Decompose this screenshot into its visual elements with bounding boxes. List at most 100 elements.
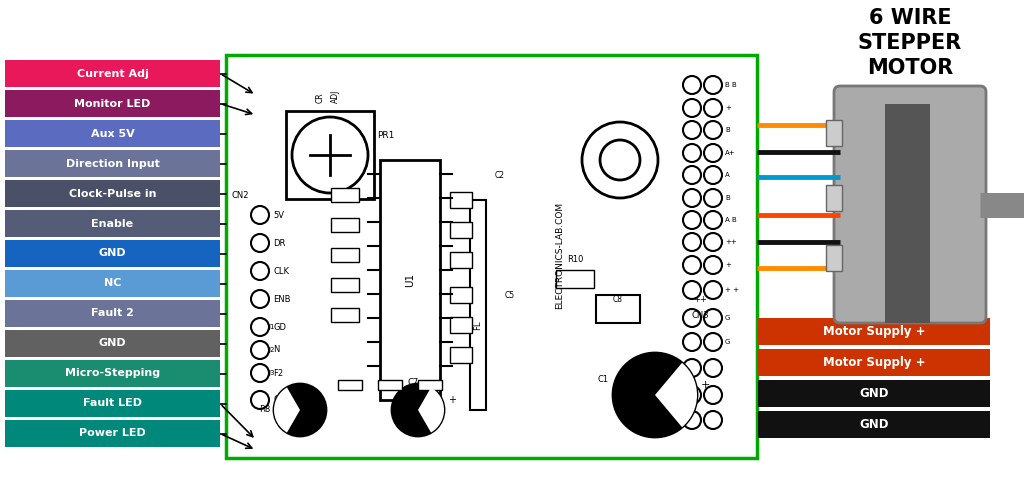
Text: GND: GND <box>859 387 889 400</box>
Text: U1: U1 <box>406 273 415 287</box>
Text: Monitor LED: Monitor LED <box>75 98 151 109</box>
Circle shape <box>705 309 722 327</box>
Text: ELECTRONICS-LAB.COM: ELECTRONICS-LAB.COM <box>555 201 564 309</box>
Circle shape <box>683 76 701 94</box>
Circle shape <box>683 166 701 184</box>
Text: B: B <box>725 195 730 201</box>
Wedge shape <box>274 388 300 433</box>
Text: R10: R10 <box>567 256 584 264</box>
Text: F2: F2 <box>273 369 283 378</box>
Text: Motor Supply +: Motor Supply + <box>822 325 926 338</box>
FancyBboxPatch shape <box>834 86 986 323</box>
Circle shape <box>683 309 701 327</box>
Text: J3: J3 <box>268 370 274 376</box>
Polygon shape <box>758 411 990 438</box>
Wedge shape <box>655 363 697 427</box>
Circle shape <box>274 384 326 436</box>
Bar <box>450 317 472 333</box>
Bar <box>418 380 442 390</box>
Circle shape <box>683 333 701 351</box>
Polygon shape <box>5 300 220 327</box>
Text: B: B <box>725 127 730 133</box>
Bar <box>331 248 359 262</box>
Circle shape <box>683 359 701 377</box>
Text: +: + <box>449 395 456 405</box>
Text: ENB: ENB <box>273 294 291 304</box>
Bar <box>338 380 362 390</box>
Text: ADJ: ADJ <box>331 90 340 103</box>
Circle shape <box>582 122 658 198</box>
Circle shape <box>251 290 269 308</box>
Text: N: N <box>273 346 280 355</box>
Text: R8: R8 <box>259 405 270 414</box>
Polygon shape <box>5 60 220 87</box>
Text: Micro-Stepping: Micro-Stepping <box>65 369 160 379</box>
Circle shape <box>251 341 269 359</box>
Circle shape <box>705 76 722 94</box>
Circle shape <box>251 206 269 224</box>
Polygon shape <box>5 270 220 297</box>
Circle shape <box>705 144 722 162</box>
Circle shape <box>705 411 722 429</box>
Bar <box>450 287 472 303</box>
Text: Fault LED: Fault LED <box>83 399 142 409</box>
Polygon shape <box>5 330 220 357</box>
Text: Aux 5V: Aux 5V <box>91 129 134 139</box>
Bar <box>826 185 842 211</box>
Text: Power LED: Power LED <box>79 428 145 438</box>
Circle shape <box>705 359 722 377</box>
Bar <box>226 55 757 458</box>
Bar <box>331 218 359 232</box>
Bar <box>331 308 359 322</box>
Circle shape <box>705 99 722 117</box>
Bar <box>286 111 374 199</box>
Circle shape <box>392 384 444 436</box>
Circle shape <box>600 140 640 180</box>
Text: GD: GD <box>273 395 286 404</box>
Text: B B: B B <box>725 82 736 88</box>
Text: GND: GND <box>98 338 126 348</box>
Polygon shape <box>758 318 990 345</box>
Circle shape <box>683 121 701 139</box>
Polygon shape <box>5 150 220 177</box>
Text: ++: ++ <box>693 295 707 304</box>
Bar <box>380 160 440 400</box>
Circle shape <box>683 99 701 117</box>
Text: +: + <box>725 262 731 268</box>
Circle shape <box>251 262 269 280</box>
Polygon shape <box>5 120 220 147</box>
Text: ++: ++ <box>725 239 736 245</box>
Circle shape <box>683 256 701 274</box>
Bar <box>450 347 472 363</box>
Text: Current Adj: Current Adj <box>77 68 148 78</box>
Polygon shape <box>5 90 220 117</box>
Text: A+: A+ <box>725 150 735 156</box>
Polygon shape <box>5 240 220 267</box>
Circle shape <box>251 318 269 336</box>
Bar <box>331 278 359 292</box>
Text: C5: C5 <box>505 291 515 300</box>
Text: CR: CR <box>315 92 325 103</box>
Text: + +: + + <box>725 287 739 293</box>
Text: C8: C8 <box>613 295 623 304</box>
Bar <box>556 270 594 288</box>
Circle shape <box>683 411 701 429</box>
Polygon shape <box>758 349 990 376</box>
Circle shape <box>683 281 701 299</box>
Circle shape <box>705 386 722 404</box>
Text: Clock-Pulse in: Clock-Pulse in <box>69 188 157 198</box>
Text: NC: NC <box>103 279 121 289</box>
Text: FL: FL <box>473 320 482 330</box>
Bar <box>885 104 930 323</box>
Bar <box>470 200 486 410</box>
Bar <box>826 120 842 146</box>
Circle shape <box>705 333 722 351</box>
Text: GD: GD <box>273 323 286 332</box>
Polygon shape <box>5 210 220 237</box>
Text: A B: A B <box>725 217 736 223</box>
Text: PR1: PR1 <box>377 130 394 140</box>
Bar <box>826 245 842 271</box>
Circle shape <box>683 233 701 251</box>
Circle shape <box>292 117 368 193</box>
Wedge shape <box>418 388 444 433</box>
